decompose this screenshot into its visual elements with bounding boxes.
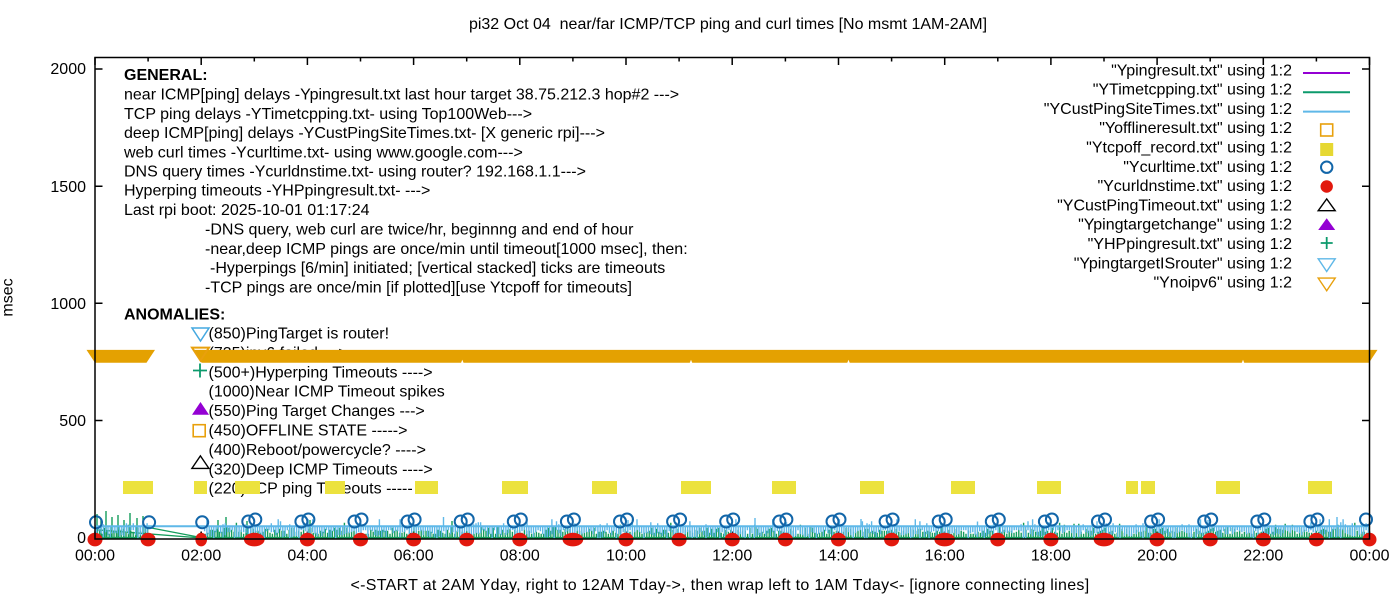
svg-text:msec: msec <box>0 278 17 316</box>
svg-text:-DNS query, web curl are twice: -DNS query, web curl are twice/hr, begin… <box>205 222 634 239</box>
svg-text:"Ycurltime.txt" using 1:2: "Ycurltime.txt" using 1:2 <box>1123 159 1292 176</box>
svg-text:TCP ping delays -YTimetcpping.: TCP ping delays -YTimetcpping.txt- using… <box>124 106 532 123</box>
svg-text:Last rpi boot: 2025-10-01 01:1: Last rpi boot: 2025-10-01 01:17:24 <box>124 202 370 219</box>
svg-text:"YCustPingSiteTimes.txt" using: "YCustPingSiteTimes.txt" using 1:2 <box>1044 101 1292 118</box>
svg-text:"Yofflineresult.txt" using 1:2: "Yofflineresult.txt" using 1:2 <box>1099 120 1292 137</box>
svg-text:20:00: 20:00 <box>1137 548 1177 565</box>
svg-text:<-START at 2AM Yday, right to: <-START at 2AM Yday, right to 12AM Tday-… <box>351 577 1090 594</box>
svg-text:18:00: 18:00 <box>1031 548 1071 565</box>
svg-text:"YCustPingTimeout.txt" using 1: "YCustPingTimeout.txt" using 1:2 <box>1057 197 1292 214</box>
svg-text:"Ycurldnstime.txt" using 1:2: "Ycurldnstime.txt" using 1:2 <box>1097 178 1292 195</box>
svg-text:14:00: 14:00 <box>818 548 858 565</box>
svg-text:10:00: 10:00 <box>606 548 646 565</box>
svg-text:web curl times -Ycurltime.txt-: web curl times -Ycurltime.txt- using www… <box>123 144 523 161</box>
svg-text:pi32 Oct 04 near/far ICMP/TCP: pi32 Oct 04 near/far ICMP/TCP ping and c… <box>469 16 987 33</box>
svg-text:12:00: 12:00 <box>712 548 752 565</box>
svg-text:deep ICMP[ping] delays -YCustP: deep ICMP[ping] delays -YCustPingSiteTim… <box>124 125 605 142</box>
svg-text:-Hyperpings [6/min] initiated;: -Hyperpings [6/min] initiated; [vertical… <box>210 260 665 277</box>
svg-text:02:00: 02:00 <box>181 548 221 565</box>
svg-text:ANOMALIES:: ANOMALIES: <box>124 307 225 324</box>
svg-text:"Ynoipv6" using 1:2: "Ynoipv6" using 1:2 <box>1153 275 1292 292</box>
svg-text:00:00: 00:00 <box>75 548 115 565</box>
svg-text:1500: 1500 <box>50 179 86 196</box>
svg-text:-near,deep ICMP pings are once: -near,deep ICMP pings are once/min until… <box>205 241 688 258</box>
svg-text:"YpingtargetISrouter" using 1:: "YpingtargetISrouter" using 1:2 <box>1074 255 1292 272</box>
svg-text:08:00: 08:00 <box>500 548 540 565</box>
svg-text:(500+)Hyperping Timeouts ---->: (500+)Hyperping Timeouts ----> <box>209 364 433 381</box>
svg-text:near ICMP[ping] delays -Ypingr: near ICMP[ping] delays -Ypingresult.txt … <box>124 87 679 104</box>
svg-text:"Ytcpoff_record.txt" using 1:2: "Ytcpoff_record.txt" using 1:2 <box>1086 140 1292 157</box>
svg-text:16:00: 16:00 <box>925 548 965 565</box>
svg-text:(1000)Near ICMP Timeout spikes: (1000)Near ICMP Timeout spikes <box>209 384 445 401</box>
svg-text:0: 0 <box>77 530 86 547</box>
svg-text:"Ypingtargetchange" using 1:2: "Ypingtargetchange" using 1:2 <box>1078 217 1292 234</box>
svg-text:06:00: 06:00 <box>394 548 434 565</box>
svg-text:04:00: 04:00 <box>287 548 327 565</box>
svg-text:(550)Ping Target Changes --->: (550)Ping Target Changes ---> <box>209 403 425 420</box>
svg-text:"YHPpingresult.txt" using 1:2: "YHPpingresult.txt" using 1:2 <box>1088 236 1292 253</box>
svg-text:22:00: 22:00 <box>1243 548 1283 565</box>
svg-text:"YTimetcpping.txt" using 1:2: "YTimetcpping.txt" using 1:2 <box>1093 82 1292 99</box>
svg-text:Hyperping timeouts -YHPpingres: Hyperping timeouts -YHPpingresult.txt- -… <box>124 183 430 200</box>
svg-text:(320)Deep ICMP Timeouts ---->: (320)Deep ICMP Timeouts ----> <box>209 461 433 478</box>
svg-text:GENERAL:: GENERAL: <box>124 67 208 84</box>
svg-text:DNS query times -Ycurldnstime.: DNS query times -Ycurldnstime.txt- using… <box>124 164 586 181</box>
svg-text:1000: 1000 <box>50 296 86 313</box>
svg-text:-TCP pings are once/min [if pl: -TCP pings are once/min [if plotted][use… <box>205 280 632 297</box>
svg-text:500: 500 <box>59 413 86 430</box>
svg-text:00:00: 00:00 <box>1349 548 1389 565</box>
svg-text:(400)Reboot/powercycle? ---->: (400)Reboot/powercycle? ----> <box>209 442 426 459</box>
svg-text:"Ypingresult.txt" using 1:2: "Ypingresult.txt" using 1:2 <box>1111 62 1292 79</box>
svg-text:(450)OFFLINE STATE ----->: (450)OFFLINE STATE -----> <box>209 423 408 440</box>
svg-text:(850)PingTarget is router!: (850)PingTarget is router! <box>209 326 390 343</box>
svg-text:2000: 2000 <box>50 61 86 78</box>
